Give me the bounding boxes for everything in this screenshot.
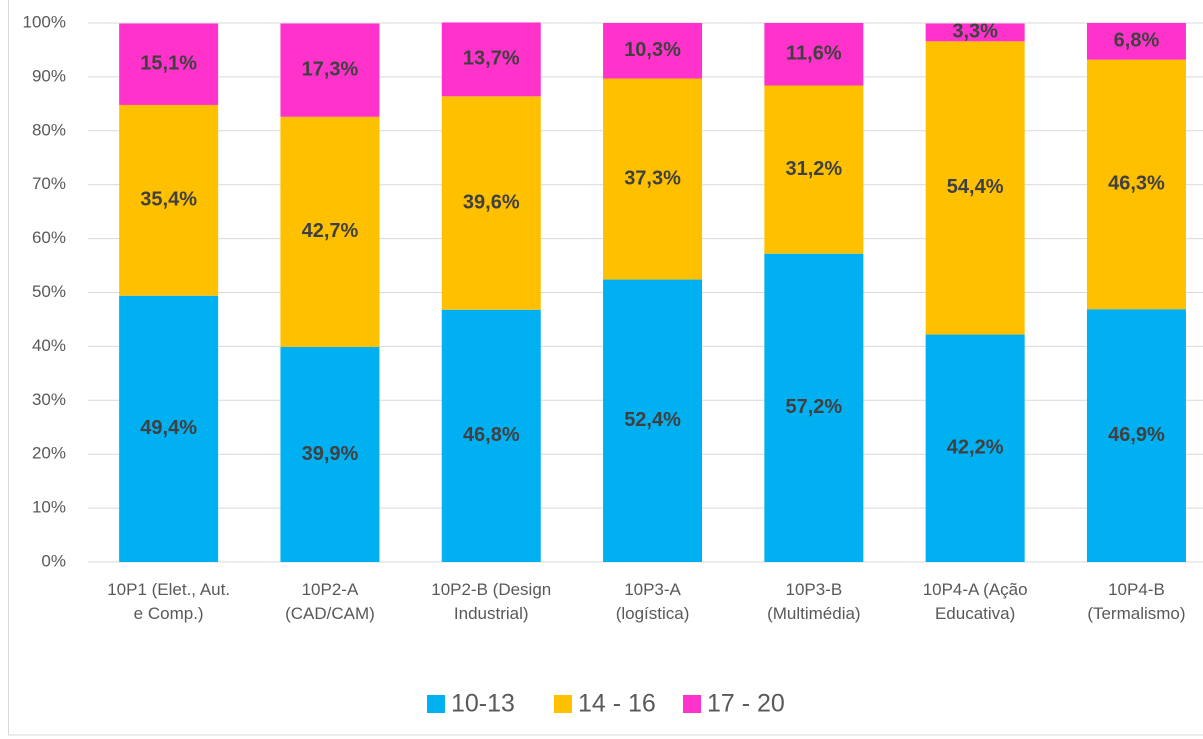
bar-segment	[1086, 23, 1186, 60]
data-label: 10,3%	[624, 39, 681, 61]
legend-label: 14 - 16	[578, 690, 656, 718]
data-label: 57,2%	[785, 396, 842, 418]
bar-segment	[280, 346, 380, 562]
bar-segment	[119, 104, 219, 296]
bar-segment	[603, 78, 703, 280]
data-label: 46,8%	[463, 424, 520, 446]
legend-label: 10-13	[451, 690, 515, 718]
y-tick-label: 70%	[32, 174, 66, 193]
y-tick-label: 10%	[32, 498, 66, 517]
data-label: 31,2%	[785, 158, 842, 180]
data-label: 35,4%	[140, 189, 197, 211]
bar-segment	[764, 253, 864, 562]
data-label: 39,6%	[463, 191, 520, 213]
x-tick-label: 10P4-A (Ação Educativa)	[922, 580, 1028, 623]
bar-segment	[925, 334, 1025, 562]
data-label: 3,3%	[952, 21, 998, 43]
data-label: 15,1%	[140, 53, 197, 75]
data-label: 42,7%	[302, 220, 359, 242]
data-label: 37,3%	[624, 167, 681, 189]
bar-segment	[441, 96, 541, 310]
y-tick-label: 40%	[32, 336, 66, 355]
data-label: 17,3%	[302, 58, 359, 80]
bar-segment	[603, 23, 703, 79]
legend-swatch	[554, 695, 572, 713]
data-label: 49,4%	[140, 417, 197, 439]
x-tick-label: 10P2-A (CAD/CAM)	[285, 580, 375, 623]
bar-segment	[119, 295, 219, 562]
chart-frame	[8, 0, 1203, 736]
data-label: 54,4%	[947, 176, 1004, 198]
data-label: 39,9%	[302, 443, 359, 465]
data-label: 11,6%	[786, 43, 842, 65]
bar-segment	[1086, 59, 1186, 310]
bar-segment	[603, 279, 703, 562]
y-tick-label: 20%	[32, 444, 66, 463]
bar-segment	[1086, 309, 1186, 562]
legend-swatch	[683, 695, 701, 713]
data-label: 52,4%	[624, 409, 681, 431]
bar-segment	[441, 22, 541, 97]
y-tick-label: 90%	[32, 66, 66, 85]
data-label: 6,8%	[1114, 30, 1160, 52]
bar-segment	[925, 23, 1025, 42]
bar-segment	[764, 23, 864, 86]
bar-segment	[764, 85, 864, 254]
x-tick-label: 10P3-B (Multimédia)	[767, 580, 861, 623]
data-label: 46,3%	[1108, 173, 1165, 195]
y-tick-label: 80%	[32, 120, 66, 139]
y-tick-label: 60%	[32, 228, 66, 247]
bar-segment	[280, 23, 380, 117]
y-tick-label: 50%	[32, 282, 66, 301]
data-label: 42,2%	[947, 437, 1004, 459]
y-tick-label: 30%	[32, 390, 66, 409]
bar-segment	[925, 41, 1025, 335]
data-label: 13,7%	[463, 48, 520, 70]
y-tick-label: 0%	[41, 551, 66, 570]
bar-segment	[280, 116, 380, 347]
legend-label: 17 - 20	[707, 690, 785, 718]
x-tick-label: 10P1 (Elet., Aut. e Comp.)	[107, 580, 231, 623]
x-tick-label: 10P4-B (Termalismo)	[1087, 580, 1186, 623]
data-label: 46,9%	[1108, 424, 1165, 446]
y-tick-label: 100%	[23, 12, 66, 31]
x-tick-label: 10P3-A (logística)	[615, 580, 690, 623]
bar-segment	[441, 309, 541, 562]
legend-swatch	[427, 695, 445, 713]
x-tick-label: 10P2-B (Design Industrial)	[431, 580, 552, 623]
bar-segment	[119, 23, 219, 105]
